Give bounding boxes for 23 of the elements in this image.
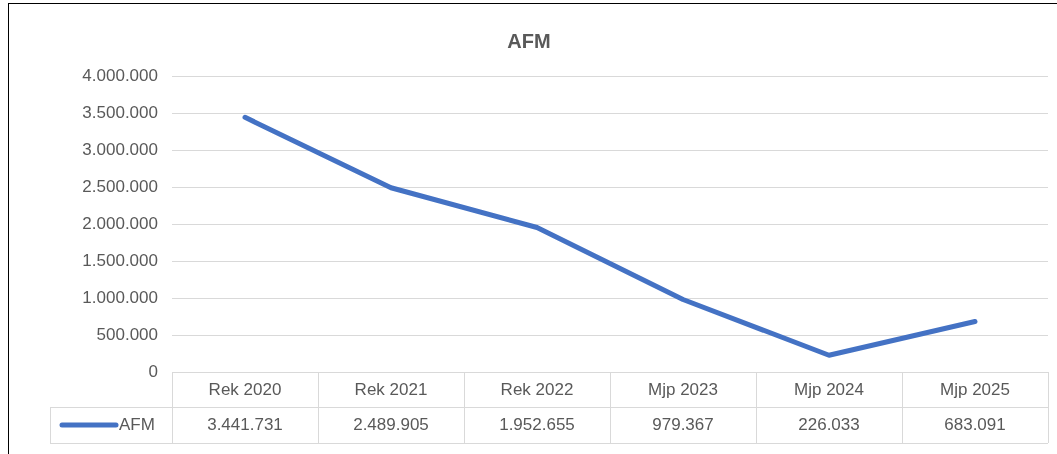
y-tick-label: 1.500.000 bbox=[82, 250, 158, 270]
x-tick-label: Mjp 2023 bbox=[648, 379, 718, 399]
x-tick-label: Rek 2022 bbox=[500, 379, 574, 399]
data-label: 3.441.731 bbox=[207, 414, 283, 434]
data-label: 1.952.655 bbox=[499, 414, 575, 434]
y-tick-label: 4.000.000 bbox=[82, 65, 158, 85]
x-tick-label: Mjp 2024 bbox=[794, 379, 864, 399]
y-tick-label: 2.500.000 bbox=[82, 176, 158, 196]
x-tick-label: Rek 2020 bbox=[208, 379, 282, 399]
y-tick-label: 0 bbox=[148, 361, 158, 381]
data-label: 683.091 bbox=[944, 414, 1006, 434]
chart-title: AFM bbox=[507, 29, 551, 52]
data-label: 226.033 bbox=[798, 414, 860, 434]
y-tick-label: 1.000.000 bbox=[82, 287, 158, 307]
y-tick-label: 3.500.000 bbox=[82, 102, 158, 122]
y-tick-label: 2.000.000 bbox=[82, 213, 158, 233]
data-label: 2.489.905 bbox=[353, 414, 429, 434]
legend-label: AFM bbox=[119, 414, 155, 434]
y-tick-label: 500.000 bbox=[96, 324, 158, 344]
x-tick-label: Mjp 2025 bbox=[940, 379, 1010, 399]
x-tick-label: Rek 2021 bbox=[354, 379, 428, 399]
data-label: 979.367 bbox=[652, 414, 714, 434]
y-tick-label: 3.000.000 bbox=[82, 139, 158, 159]
